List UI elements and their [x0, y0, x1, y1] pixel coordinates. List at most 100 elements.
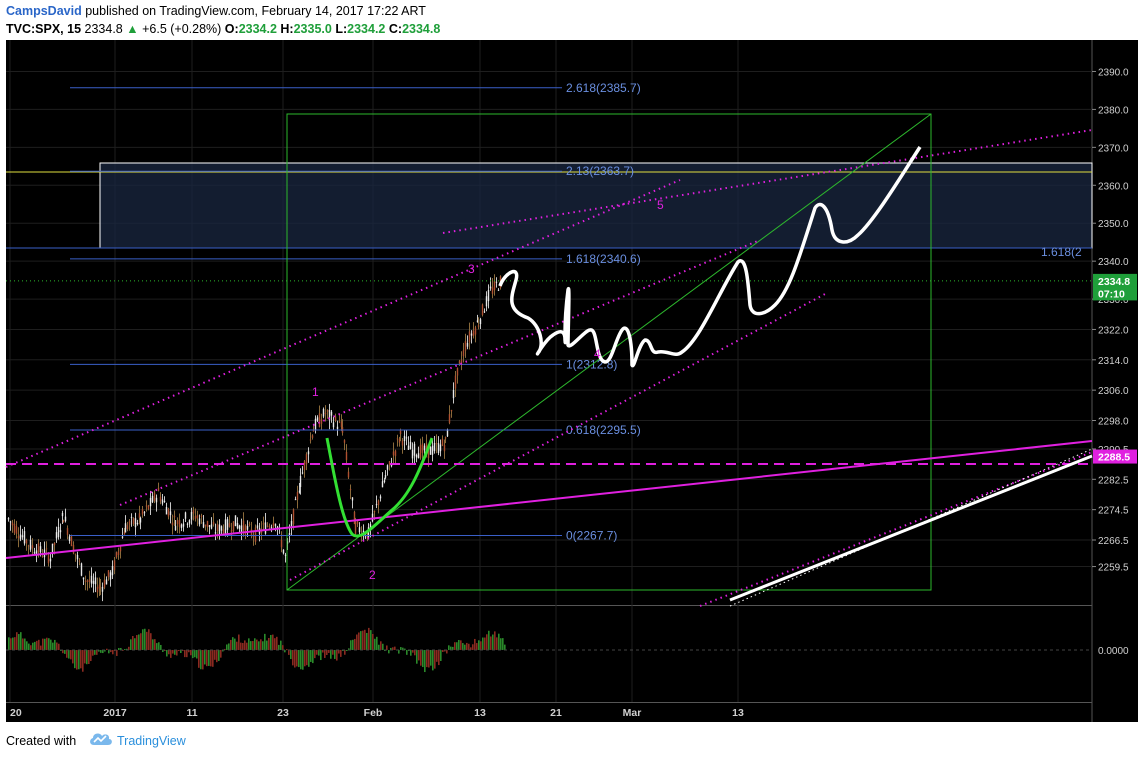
candle-body: [427, 445, 430, 458]
oscillator-bar: [326, 650, 328, 655]
time-tick-label: 13: [474, 707, 486, 719]
oscillator-bar: [170, 650, 172, 658]
price-chart[interactable]: 0(2267.7)0.618(2295.5)1(2312.8)1.618(234…: [0, 40, 1144, 722]
created-with-text: Created with: [6, 734, 77, 748]
oscillator-bar: [336, 650, 338, 661]
tradingview-cloud-icon[interactable]: [88, 731, 114, 747]
candle-body: [178, 519, 181, 527]
candle-body: [292, 509, 295, 525]
oscillator-bar: [148, 629, 150, 650]
target-zone-box[interactable]: [99, 162, 1093, 249]
oscillator-bar: [106, 648, 108, 650]
oscillator-bar: [192, 650, 194, 659]
fib-levels[interactable]: 0(2267.7)0.618(2295.5)1(2312.8)1.618(234…: [6, 81, 1092, 543]
oscillator-bar: [140, 633, 142, 650]
candle-body: [288, 533, 291, 536]
time-tick-label: Feb: [364, 707, 383, 719]
candle-body: [282, 549, 285, 554]
candle-body: [450, 409, 453, 412]
candle-body: [483, 311, 486, 313]
oscillator-bar: [306, 650, 308, 666]
magenta-channel[interactable]: [5, 129, 1093, 607]
price-tick-label: 2314.0: [1098, 356, 1129, 367]
oscillator-bar: [404, 648, 406, 650]
candle-body: [76, 554, 79, 560]
oscillator-bar: [216, 650, 218, 663]
price-badges: 2334.807:10 2288.5: [1093, 273, 1137, 464]
candle-body: [130, 516, 133, 518]
oscillator-bar: [136, 635, 138, 650]
channel-lower[interactable]: [289, 293, 826, 581]
candle-body: [210, 524, 213, 529]
white-dotted-trendline[interactable]: [729, 448, 1093, 607]
oscillator-bar: [82, 650, 84, 672]
oscillator-bar: [104, 650, 106, 652]
open-value: 2334.2: [238, 22, 277, 36]
oscillator-bar: [36, 640, 38, 650]
candle-body: [248, 523, 251, 525]
oscillator-bar: [322, 650, 324, 653]
oscillator-bar: [160, 644, 162, 650]
oscillator-bar: [290, 650, 292, 660]
oscillator-bar: [486, 634, 488, 650]
oscillator-bar: [50, 639, 52, 650]
candle-body: [274, 524, 277, 526]
candle-body: [78, 560, 81, 562]
oscillator-bar: [218, 650, 220, 661]
candle-body: [381, 481, 384, 488]
author-name[interactable]: CampsDavid: [6, 4, 82, 18]
candle-body: [153, 492, 156, 501]
chart-area[interactable]: 0(2267.7)0.618(2295.5)1(2312.8)1.618(234…: [0, 40, 1144, 722]
white-trendline[interactable]: [729, 454, 1093, 602]
candle-body: [256, 525, 259, 528]
oscillator-bar: [388, 650, 390, 654]
candle-body: [299, 475, 302, 487]
price-pane[interactable]: [6, 40, 1092, 605]
oscillator-bar: [294, 650, 296, 668]
price-tick-label: 2380.0: [1098, 105, 1129, 116]
candle-body: [307, 451, 310, 455]
oscillator-bar: [380, 641, 382, 650]
oscillator-bar: [412, 650, 414, 653]
candle-body: [151, 495, 154, 503]
oscillator-bar: [84, 650, 86, 664]
candle-body: [119, 546, 122, 552]
price-axis[interactable]: [1092, 40, 1138, 722]
green-diagonal[interactable]: [286, 113, 932, 591]
published-text: published on TradingView.com, February 1…: [85, 4, 426, 18]
candle-body: [409, 441, 412, 449]
oscillator-bar: [92, 650, 94, 656]
candle-body: [230, 530, 233, 532]
high-value: 2335.0: [293, 22, 332, 36]
oscillator-bar: [248, 638, 250, 650]
candle-body: [41, 556, 44, 558]
close-label: C:: [388, 22, 403, 36]
candle-body: [415, 455, 418, 458]
candle-body: [320, 419, 323, 424]
green-freehand-drawing[interactable]: [325, 437, 434, 538]
green-box[interactable]: [286, 113, 932, 591]
tradingview-link[interactable]: TradingView: [117, 734, 186, 748]
magenta-trendline[interactable]: [5, 440, 1093, 559]
oscillator-bar: [74, 650, 76, 669]
candle-body: [479, 319, 482, 325]
wave-label: 3: [468, 262, 475, 276]
white-freehand-projection[interactable]: [498, 146, 922, 368]
oscillator-bar: [46, 637, 48, 650]
candle-body: [74, 553, 77, 555]
candle-body: [101, 586, 104, 592]
oscillator-bar: [172, 650, 174, 654]
candle-body: [336, 426, 339, 430]
candle-body: [437, 443, 440, 454]
oscillator-bar: [96, 650, 98, 655]
oscillator-bar: [28, 643, 30, 650]
candle-body: [383, 480, 386, 483]
candle-body: [29, 539, 32, 550]
oscillator-bar: [476, 643, 478, 650]
time-axis[interactable]: [6, 702, 1092, 722]
candle-body: [88, 579, 91, 582]
candle-body: [489, 286, 492, 289]
oscillator-bar: [132, 636, 134, 650]
channel-upper[interactable]: [5, 179, 681, 468]
oscillator-bar: [394, 646, 396, 650]
